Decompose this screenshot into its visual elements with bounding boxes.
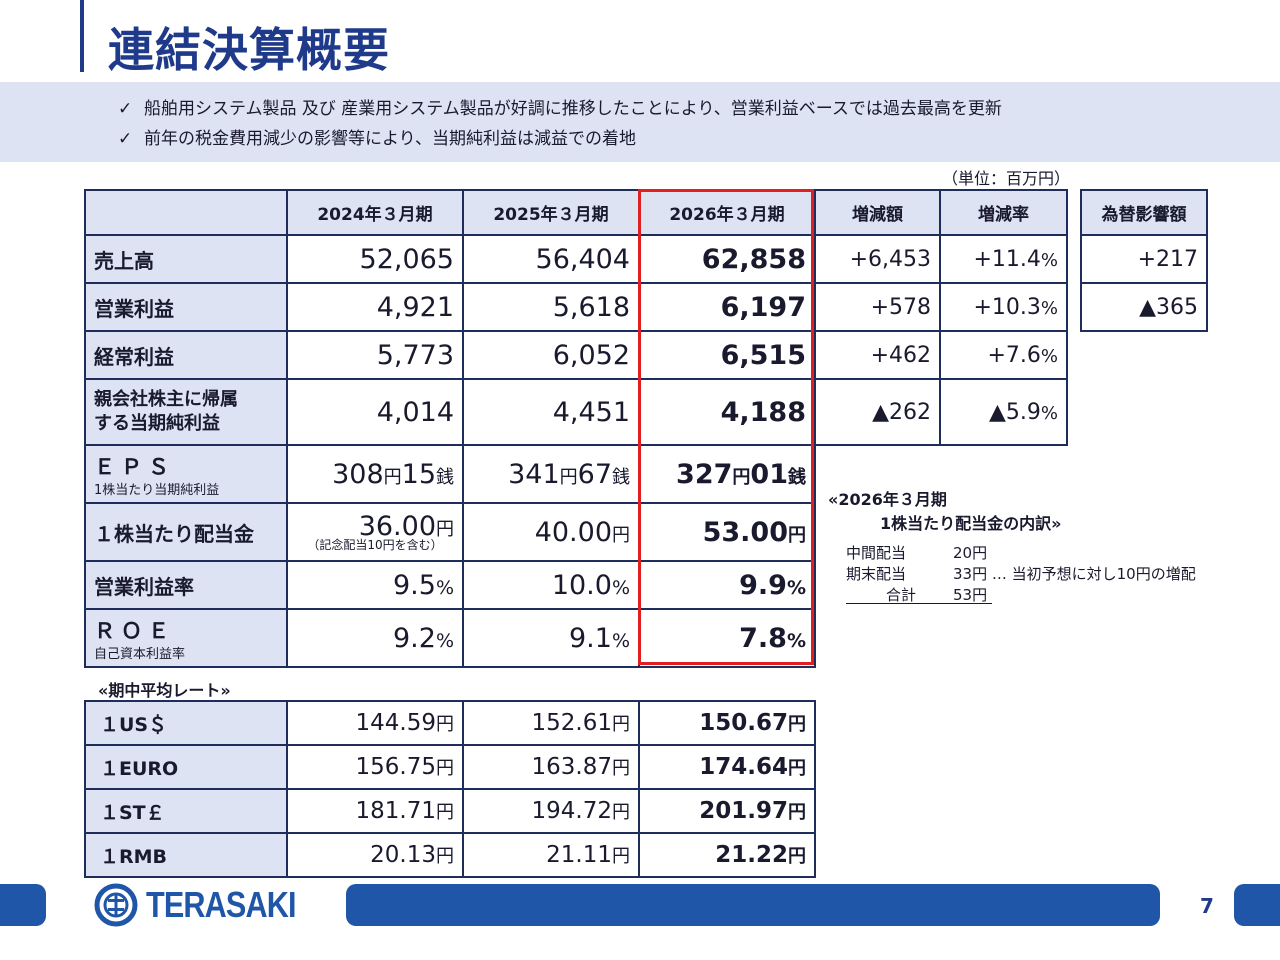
commemorative-note: （記念配当10円を含む）: [307, 538, 443, 552]
summary-bullet: ✓ 船舶用システム製品 及び 産業用システム製品が好調に推移したことにより、営業利…: [118, 99, 1002, 119]
row-label-sales: 売上高: [84, 234, 288, 284]
cell-value: 56,404: [462, 234, 640, 284]
table-row: 営業利益率 9.5% 10.0% 9.9%: [84, 560, 1067, 610]
rate-label-rmb: １RMB: [84, 832, 288, 878]
footer-bar-middle: [346, 884, 1160, 926]
header-fy2025: 2025年３月期: [462, 189, 640, 236]
row-label-ordinary-profit: 経常利益: [84, 330, 288, 380]
footer-bar-right: [1234, 884, 1280, 926]
dividend-final-value: 33円 … 当初予想に対し10円の増配: [953, 565, 1196, 583]
cell-value-current: 4,188: [638, 378, 816, 446]
avg-rate-title: «期中平均レート»: [98, 681, 231, 700]
table-row: ＲＯＥ 自己資本利益率 9.2% 9.1% 7.8%: [84, 608, 1067, 668]
cell-value: 40.00円: [462, 502, 640, 562]
company-logo: TERASAKI: [94, 882, 322, 928]
header-empty: [84, 189, 288, 236]
cell-change: +578: [814, 282, 941, 332]
cell-value: 5,773: [286, 330, 464, 380]
header-fy2026: 2026年３月期: [638, 189, 816, 236]
table-row: 親会社株主に帰属 する当期純利益 4,014 4,451 4,188 ▲262 ▲…: [84, 378, 1068, 446]
cell-value: 4,921: [286, 282, 464, 332]
cell-value: 308円15銭: [286, 444, 464, 504]
cell-value: 36.00円 （記念配当10円を含む）: [286, 502, 464, 562]
header-fy2024: 2024年３月期: [286, 189, 464, 236]
table-row: 営業利益 4,921 5,618 6,197 +578 +10.3%: [84, 282, 1068, 332]
logo-wordmark: TERASAKI: [146, 884, 296, 925]
terasaki-logo-icon: [94, 883, 138, 927]
cell-value-current: 53.00円: [638, 502, 816, 562]
cell-value: 4,451: [462, 378, 640, 446]
rate-label-gbp: １ST￡: [84, 788, 288, 834]
check-icon: ✓: [118, 129, 133, 149]
table-header-row: 2024年３月期 2025年３月期 2026年３月期 増減額 増減率: [84, 189, 1068, 236]
cell-fx-operating: ▲365: [1080, 282, 1208, 332]
header-fx-impact: 為替影響額: [1080, 189, 1208, 236]
rate-row: １US＄ 144.59円 152.61円 150.67円: [84, 700, 816, 746]
cell-rate: +10.3%: [939, 282, 1068, 332]
rate-row: １ST￡ 181.71円 194.72円 201.97円: [84, 788, 816, 834]
dividend-interim-row: 中間配当: [846, 544, 907, 562]
cell-value-current: 62,858: [638, 234, 816, 284]
table-row: 売上高 52,065 56,404 62,858 +6,453 +11.4%: [84, 234, 1068, 284]
row-label-operating-profit: 営業利益: [84, 282, 288, 332]
cell-change: +6,453: [814, 234, 941, 284]
row-label-dividend: １株当たり配当金: [84, 502, 288, 562]
fx-impact-table: 為替影響額 +217 ▲365: [1080, 189, 1208, 332]
summary-bullet: ✓ 前年の税金費用減少の影響等により、当期純利益は減益での着地: [118, 129, 636, 149]
row-label-net-income: 親会社株主に帰属 する当期純利益: [84, 378, 288, 446]
dividend-interim-value: 20円: [953, 544, 988, 562]
row-label-op-margin: 営業利益率: [84, 560, 288, 610]
row-label-roe: ＲＯＥ 自己資本利益率: [84, 608, 288, 668]
cell-fx-sales: +217: [1080, 234, 1208, 284]
cell-value: 5,618: [462, 282, 640, 332]
cell-change: +462: [814, 330, 941, 380]
dividend-total-row: 合計 53円: [846, 584, 992, 604]
table-row: 経常利益 5,773 6,052 6,515 +462 +7.6%: [84, 330, 1068, 380]
row-label-eps: ＥＰＳ 1株当たり当期純利益: [84, 444, 288, 504]
cell-rate: +11.4%: [939, 234, 1068, 284]
cell-value-current: 6,515: [638, 330, 816, 380]
dividend-breakdown-title: «2026年３月期 1株当たり配当金の内訳»: [828, 490, 1062, 533]
cell-value: 4,014: [286, 378, 464, 446]
cell-value: 9.5%: [286, 560, 464, 610]
cell-value-current: 327円01銭: [638, 444, 816, 504]
rate-label-usd: １US＄: [84, 700, 288, 746]
cell-value: 9.2%: [286, 608, 464, 668]
header-change-amount: 増減額: [814, 189, 941, 236]
page-number: 7: [1200, 894, 1214, 918]
header-change-rate: 増減率: [939, 189, 1068, 236]
cell-value-current: 9.9%: [638, 560, 816, 610]
check-icon: ✓: [118, 99, 133, 119]
cell-rate: +7.6%: [939, 330, 1068, 380]
cell-value: 52,065: [286, 234, 464, 284]
cell-value: 9.1%: [462, 608, 640, 668]
cell-value: 10.0%: [462, 560, 640, 610]
footer-bar-left: [0, 884, 46, 926]
cell-value-current: 7.8%: [638, 608, 816, 668]
rate-label-euro: １EURO: [84, 744, 288, 790]
title-accent-bar: [80, 0, 84, 72]
cell-value: 341円67銭: [462, 444, 640, 504]
cell-value-current: 6,197: [638, 282, 816, 332]
cell-change: ▲262: [814, 378, 941, 446]
cell-rate: ▲5.9%: [939, 378, 1068, 446]
dividend-final-row: 期末配当: [846, 565, 907, 583]
page-title: 連結決算概要: [108, 23, 390, 77]
avg-rate-table: １US＄ 144.59円 152.61円 150.67円 １EURO 156.7…: [84, 700, 816, 878]
results-table: 2024年３月期 2025年３月期 2026年３月期 増減額 増減率 売上高 5…: [84, 189, 1068, 668]
rate-row: １EURO 156.75円 163.87円 174.64円: [84, 744, 816, 790]
rate-row: １RMB 20.13円 21.11円 21.22円: [84, 832, 816, 878]
table-row: １株当たり配当金 36.00円 （記念配当10円を含む） 40.00円 53.0…: [84, 502, 1067, 562]
table-row: ＥＰＳ 1株当たり当期純利益 308円15銭 341円67銭 327円01銭: [84, 444, 1067, 504]
summary-band: ✓ 船舶用システム製品 及び 産業用システム製品が好調に推移したことにより、営業利…: [0, 82, 1280, 162]
unit-label: （単位：百万円）: [942, 169, 1071, 188]
cell-value: 6,052: [462, 330, 640, 380]
